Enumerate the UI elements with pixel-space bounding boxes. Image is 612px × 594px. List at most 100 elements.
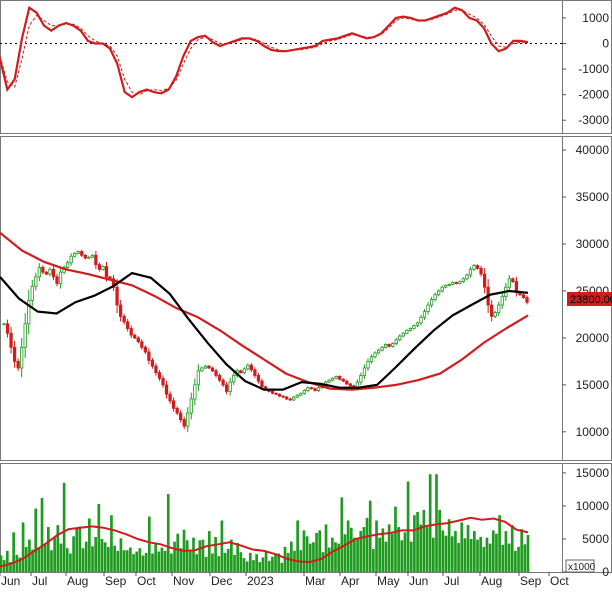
volume-bar (296, 520, 299, 572)
volume-bar (170, 553, 173, 572)
volume-bar (327, 547, 331, 572)
candle-body (454, 282, 458, 284)
x-tick-label: Aug (67, 574, 88, 588)
candle-body (217, 375, 222, 381)
volume-unit-box: x1000 (565, 559, 596, 573)
volume-bar (289, 541, 293, 572)
volume-bar (5, 550, 9, 572)
volume-bar (419, 524, 423, 572)
candle-body (150, 360, 155, 367)
candle-body (2, 323, 6, 326)
volume-bar (166, 494, 170, 572)
candle-body (288, 398, 292, 401)
candle-body (490, 304, 494, 317)
volume-bar (277, 553, 281, 572)
candle-body (331, 377, 335, 381)
candle-body (472, 265, 476, 270)
candle-body (299, 392, 303, 396)
volume-bar (324, 524, 328, 572)
volume-bar (255, 554, 258, 572)
candle-body (143, 346, 147, 353)
candle-body (497, 304, 501, 313)
volume-bar (192, 537, 195, 572)
volume-bar (226, 548, 230, 572)
volume-unit-label: x1000 (568, 562, 596, 573)
candle-body (242, 368, 246, 374)
volume-bar (334, 542, 337, 572)
x-tick-label: Jun (409, 574, 428, 588)
volume-bar (81, 548, 85, 572)
oscillator-frame (0, 0, 612, 134)
volume-bar (507, 543, 511, 572)
volume-bar (514, 550, 517, 572)
volume-bar (447, 519, 451, 572)
candle-body (475, 265, 480, 269)
candle-body (362, 367, 367, 376)
volume-bar (217, 556, 221, 572)
candle-body (16, 360, 20, 369)
volume-bar (248, 552, 252, 572)
volume-bar (144, 552, 148, 572)
volume-bar (9, 562, 12, 572)
oscillator-y-tick-label: 1000 (582, 11, 609, 25)
volume-bar (59, 543, 63, 572)
x-tick-label: Nov (173, 574, 194, 588)
x-tick-label: Jul (444, 574, 459, 588)
candle-body (253, 369, 257, 376)
volume-bar (135, 551, 139, 572)
volume-bar (406, 481, 410, 572)
volume-unit-box-border (565, 559, 595, 573)
volume-bar (261, 557, 265, 572)
candle-body (327, 379, 331, 383)
volume-bar (157, 551, 161, 572)
candle-body (384, 344, 388, 348)
volume-bar (207, 531, 211, 572)
candle-body (246, 364, 250, 370)
oscillator-y-tick-label: -3000 (578, 113, 609, 127)
candle-body (186, 412, 190, 427)
volume-bar (479, 536, 483, 572)
volume-bar (362, 527, 366, 572)
candle-body (479, 268, 483, 275)
candle-body (451, 282, 455, 285)
candle-body (69, 255, 73, 264)
volume-bar (466, 525, 470, 572)
x-tick-label: Oct (550, 574, 569, 588)
candle-body (249, 364, 254, 371)
volume-bar (305, 536, 309, 572)
candle-body (270, 391, 275, 394)
price-y-tick-label: 15000 (576, 378, 610, 392)
volume-bar (189, 550, 192, 572)
candle-body (461, 278, 466, 282)
volume-bar (43, 544, 47, 572)
candle-body (203, 365, 208, 369)
candle-body (65, 262, 70, 268)
volume-bar (141, 555, 145, 572)
volume-bar (491, 530, 495, 572)
volume-bar (40, 498, 44, 572)
x-tick-label: May (377, 574, 400, 588)
volume-bar (353, 537, 356, 572)
x-tick-label: Apr (341, 574, 360, 588)
candle-body (5, 323, 10, 334)
volume-bar (239, 552, 243, 572)
candle-body (256, 375, 261, 382)
volume-bar (154, 542, 157, 572)
volume-bar (431, 537, 435, 572)
volume-bar (318, 530, 322, 572)
x-axis: Jun Jul Aug Sep Oct Nov Dec 2023 Mar Apr May Jun Jul… (0, 572, 569, 588)
volume-bar (457, 542, 460, 572)
x-tick-label: Sep (520, 574, 542, 588)
volume-bar (233, 554, 236, 572)
volume-bar (185, 540, 189, 572)
x-tick-label: Jul (32, 574, 47, 588)
candle-body (122, 315, 126, 323)
panel-frames (0, 0, 612, 573)
volume-bar (236, 542, 240, 572)
candle-body (429, 299, 434, 306)
volume-bar (106, 546, 110, 572)
candle-body (285, 396, 289, 400)
candle-body (493, 312, 497, 317)
last-price-tag: 23800.00 (567, 292, 612, 306)
